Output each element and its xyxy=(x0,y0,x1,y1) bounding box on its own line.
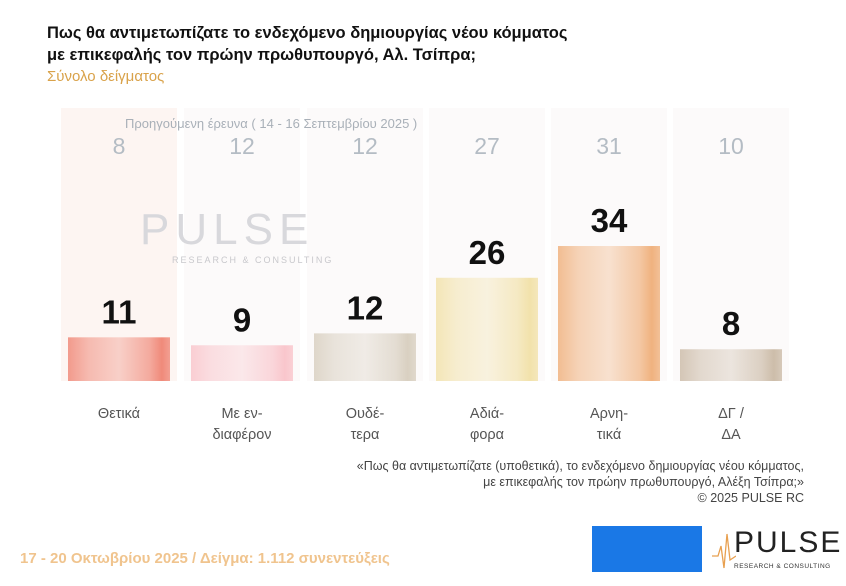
note-line-1: «Πως θα αντιμετωπίζατε (υποθετικά), το ε… xyxy=(356,459,804,473)
previous-value-label: 12 xyxy=(229,133,255,159)
column-background xyxy=(61,108,177,381)
pulse-logo-text: PULSE xyxy=(734,526,843,559)
bar-value-label: 11 xyxy=(102,293,137,330)
category-label: Αρνη- xyxy=(590,406,628,422)
bar-value-label: 8 xyxy=(722,305,740,342)
title-line-1: Πως θα αντιμετωπίζατε το ενδεχόμενο δημι… xyxy=(47,24,568,42)
pulse-logo-subtext: RESEARCH & CONSULTING xyxy=(734,563,831,570)
watermark-text: PULSE xyxy=(140,205,315,254)
category-label: ΔΓ / xyxy=(718,406,745,422)
copyright: © 2025 PULSE RC xyxy=(697,491,804,505)
bar-1 xyxy=(191,345,293,381)
category-label: διαφέρον xyxy=(212,427,271,443)
previous-value-label: 27 xyxy=(474,133,500,159)
bar-5 xyxy=(680,349,782,381)
category-label: Θετικά xyxy=(98,406,140,422)
bar-value-label: 34 xyxy=(591,202,628,239)
bar-3 xyxy=(436,277,538,381)
category-label: Αδιά- xyxy=(470,406,504,422)
previous-value-label: 10 xyxy=(718,133,744,159)
category-label: ΔΑ xyxy=(721,427,741,443)
category-label: Με εν- xyxy=(221,406,262,422)
survey-footer: 17 - 20 Οκτωβρίου 2025 / Δείγμα: 1.112 σ… xyxy=(20,550,390,567)
watermark-subtext: RESEARCH & CONSULTING xyxy=(172,255,334,265)
bar-value-label: 12 xyxy=(347,289,384,326)
pulse-watermark: PULSE RESEARCH & CONSULTING xyxy=(140,205,333,265)
column-background xyxy=(673,108,789,381)
bar-0 xyxy=(68,337,170,381)
pulse-wave-icon xyxy=(712,533,736,569)
category-label: φορα xyxy=(470,427,504,443)
pulse-logo: PULSE RESEARCH & CONSULTING xyxy=(712,526,840,572)
question-note: «Πως θα αντιμετωπίζατε (υποθετικά), το ε… xyxy=(357,458,804,506)
title-line-2: με επικεφαλής τον πρώην πρωθυπουργό, Αλ.… xyxy=(47,46,476,64)
category-label: Ουδέ- xyxy=(346,406,385,422)
previous-value-label: 8 xyxy=(113,133,126,159)
previous-value-label: 31 xyxy=(596,133,622,159)
bar-4 xyxy=(558,246,660,381)
previous-value-label: 12 xyxy=(352,133,378,159)
skai-logo xyxy=(592,526,702,572)
note-line-2: με επικεφαλής τον πρώην πρωθυπουργό, Αλέ… xyxy=(483,475,804,489)
column-background xyxy=(184,108,300,381)
chart-subtitle: Σύνολο δείγματος xyxy=(47,68,165,85)
chart-title: Πως θα αντιμετωπίζατε το ενδεχόμενο δημι… xyxy=(47,22,567,66)
bar-2 xyxy=(314,333,416,381)
category-label: τερα xyxy=(351,427,380,443)
bar-chart: 11 8 Θετικά 9 12 Με εν-διαφέρον 12 12 Ουδέ-τερα 2… xyxy=(61,108,789,443)
bar-value-label: 9 xyxy=(233,301,251,338)
bar-value-label: 26 xyxy=(469,234,506,271)
previous-survey-label: Προηγούμενη έρευνα ( 14 - 16 Σεπτεμβρίου… xyxy=(125,116,418,131)
category-label: τικά xyxy=(597,427,621,443)
